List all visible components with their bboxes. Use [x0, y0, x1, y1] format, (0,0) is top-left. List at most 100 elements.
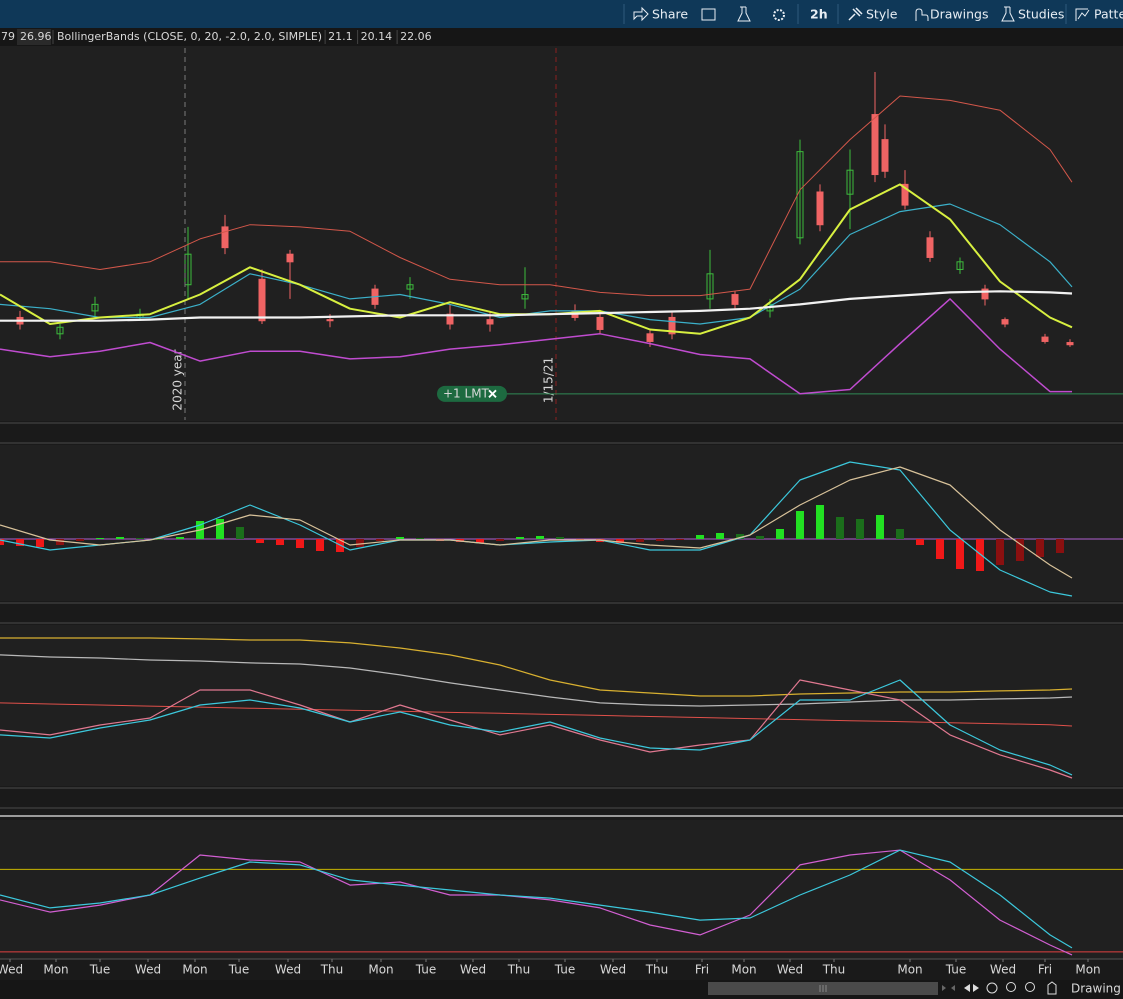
patterns-icon[interactable]: [1075, 8, 1090, 21]
histogram-bar: [636, 539, 644, 542]
x-tick-label: Tue: [554, 963, 576, 977]
histogram-bar: [276, 539, 284, 545]
x-tick-label: Wed: [600, 963, 626, 977]
settings-icon[interactable]: [773, 9, 785, 21]
histogram-bar: [16, 539, 24, 546]
order-cancel[interactable]: [488, 389, 497, 398]
indicator-line: [0, 95, 1073, 297]
x-tick-label: Mon: [182, 963, 207, 977]
x-tick-label: Thu: [507, 963, 531, 977]
histogram-bar: [396, 537, 404, 539]
candle-body: [1041, 336, 1049, 342]
histogram-bar: [736, 534, 744, 539]
candle-body: [926, 237, 934, 258]
histogram-bar: [296, 539, 304, 548]
studies-icon[interactable]: [1001, 6, 1015, 22]
panel-separator: [0, 421, 1123, 445]
histogram-bar: [236, 527, 244, 539]
quote-value: 26.96: [20, 30, 52, 43]
indicator-line: [0, 461, 1073, 597]
x-tick-label: Wed: [135, 963, 161, 977]
studies-button[interactable]: Studies: [1018, 7, 1064, 22]
histogram-bar: [696, 535, 704, 539]
expand-icon[interactable]: [964, 984, 979, 992]
candle-body: [1001, 319, 1009, 325]
histogram-bar: [156, 539, 164, 540]
zoom-out-icon[interactable]: [1025, 982, 1035, 992]
histogram-bar: [0, 539, 4, 545]
study-label[interactable]: BollingerBands (CLOSE, 0, 20, -2.0, 2.0,…: [57, 30, 322, 43]
x-tick-label: Wed: [777, 963, 803, 977]
study-header: [0, 28, 1123, 46]
patterns-button[interactable]: Patte: [1094, 7, 1123, 22]
histogram-bar: [316, 539, 324, 551]
histogram-bar: [996, 539, 1004, 565]
histogram-bar: [76, 539, 84, 541]
candle-body: [521, 294, 529, 300]
candle-body: [881, 139, 889, 172]
candle-body: [258, 278, 266, 322]
histogram-bar: [976, 539, 984, 571]
x-tick-label: Fri: [695, 963, 709, 977]
study-value: 21.1: [328, 30, 353, 43]
candle-body: [221, 226, 229, 249]
pan-icon[interactable]: [1047, 981, 1057, 995]
x-tick-label: Tue: [945, 963, 967, 977]
indicator-line: [0, 466, 1073, 579]
x-tick-label: Fri: [1038, 963, 1052, 977]
quote-value: 79: [1, 30, 15, 43]
candle-body: [486, 319, 494, 325]
plots: 2020 year 1/15/21 +1 LMT Wed Mon Tue Wed Mon Tue…: [0, 48, 1123, 977]
histogram-bar: [176, 537, 184, 539]
x-tick-label: Wed: [0, 963, 23, 977]
scroll-arrows[interactable]: [942, 985, 955, 991]
histogram-bar: [896, 529, 904, 539]
time-axis: [0, 959, 1123, 980]
drawings-icon[interactable]: [915, 8, 929, 21]
annotation-label: 2020 year: [171, 349, 185, 410]
flask-icon[interactable]: [737, 6, 751, 22]
panel-separator: [0, 601, 1123, 625]
indicator-line: [0, 298, 1072, 395]
histogram-bar: [136, 538, 144, 539]
scrollbar-grip: [819, 985, 827, 992]
candle-body: [91, 303, 99, 312]
indicator-line: [0, 654, 1073, 707]
drawings-button[interactable]: Drawings: [930, 7, 989, 22]
candle-body: [56, 326, 64, 335]
share-icon[interactable]: [633, 6, 649, 22]
x-tick-label: Tue: [89, 963, 111, 977]
x-tick-label: Mon: [43, 963, 68, 977]
histogram-bar: [356, 539, 364, 547]
panel: [0, 461, 1123, 597]
panel: [0, 849, 1123, 956]
toolbar-buttons: Share 2h Style Drawings Studies Patte: [623, 4, 1123, 24]
histogram-bar: [36, 539, 44, 547]
histogram-bar: [916, 539, 924, 545]
zoom-in-icon[interactable]: [1006, 982, 1016, 992]
x-tick-label: Wed: [460, 963, 486, 977]
candle-body: [184, 253, 192, 286]
style-icon[interactable]: [848, 7, 863, 21]
histogram-bar: [1056, 539, 1064, 553]
candle-body: [406, 284, 414, 290]
crosshair-icon[interactable]: [986, 982, 998, 994]
indicator-line: [0, 290, 1073, 322]
histogram-bar: [536, 536, 544, 539]
histogram-bar: [516, 537, 524, 539]
histogram-bar: [776, 529, 784, 539]
histogram-bar: [756, 536, 764, 539]
x-tick-label: Mon: [731, 963, 756, 977]
x-tick-label: Mon: [1075, 963, 1100, 977]
snapshot-icon[interactable]: [701, 8, 716, 21]
style-button[interactable]: Style: [866, 7, 898, 22]
histogram-bar: [956, 539, 964, 569]
x-tick-label: Wed: [990, 963, 1016, 977]
aggregation-button[interactable]: 2h: [810, 7, 828, 22]
candle-body: [901, 183, 909, 206]
x-tick-label: Tue: [228, 963, 250, 977]
share-button[interactable]: Share: [652, 7, 688, 22]
